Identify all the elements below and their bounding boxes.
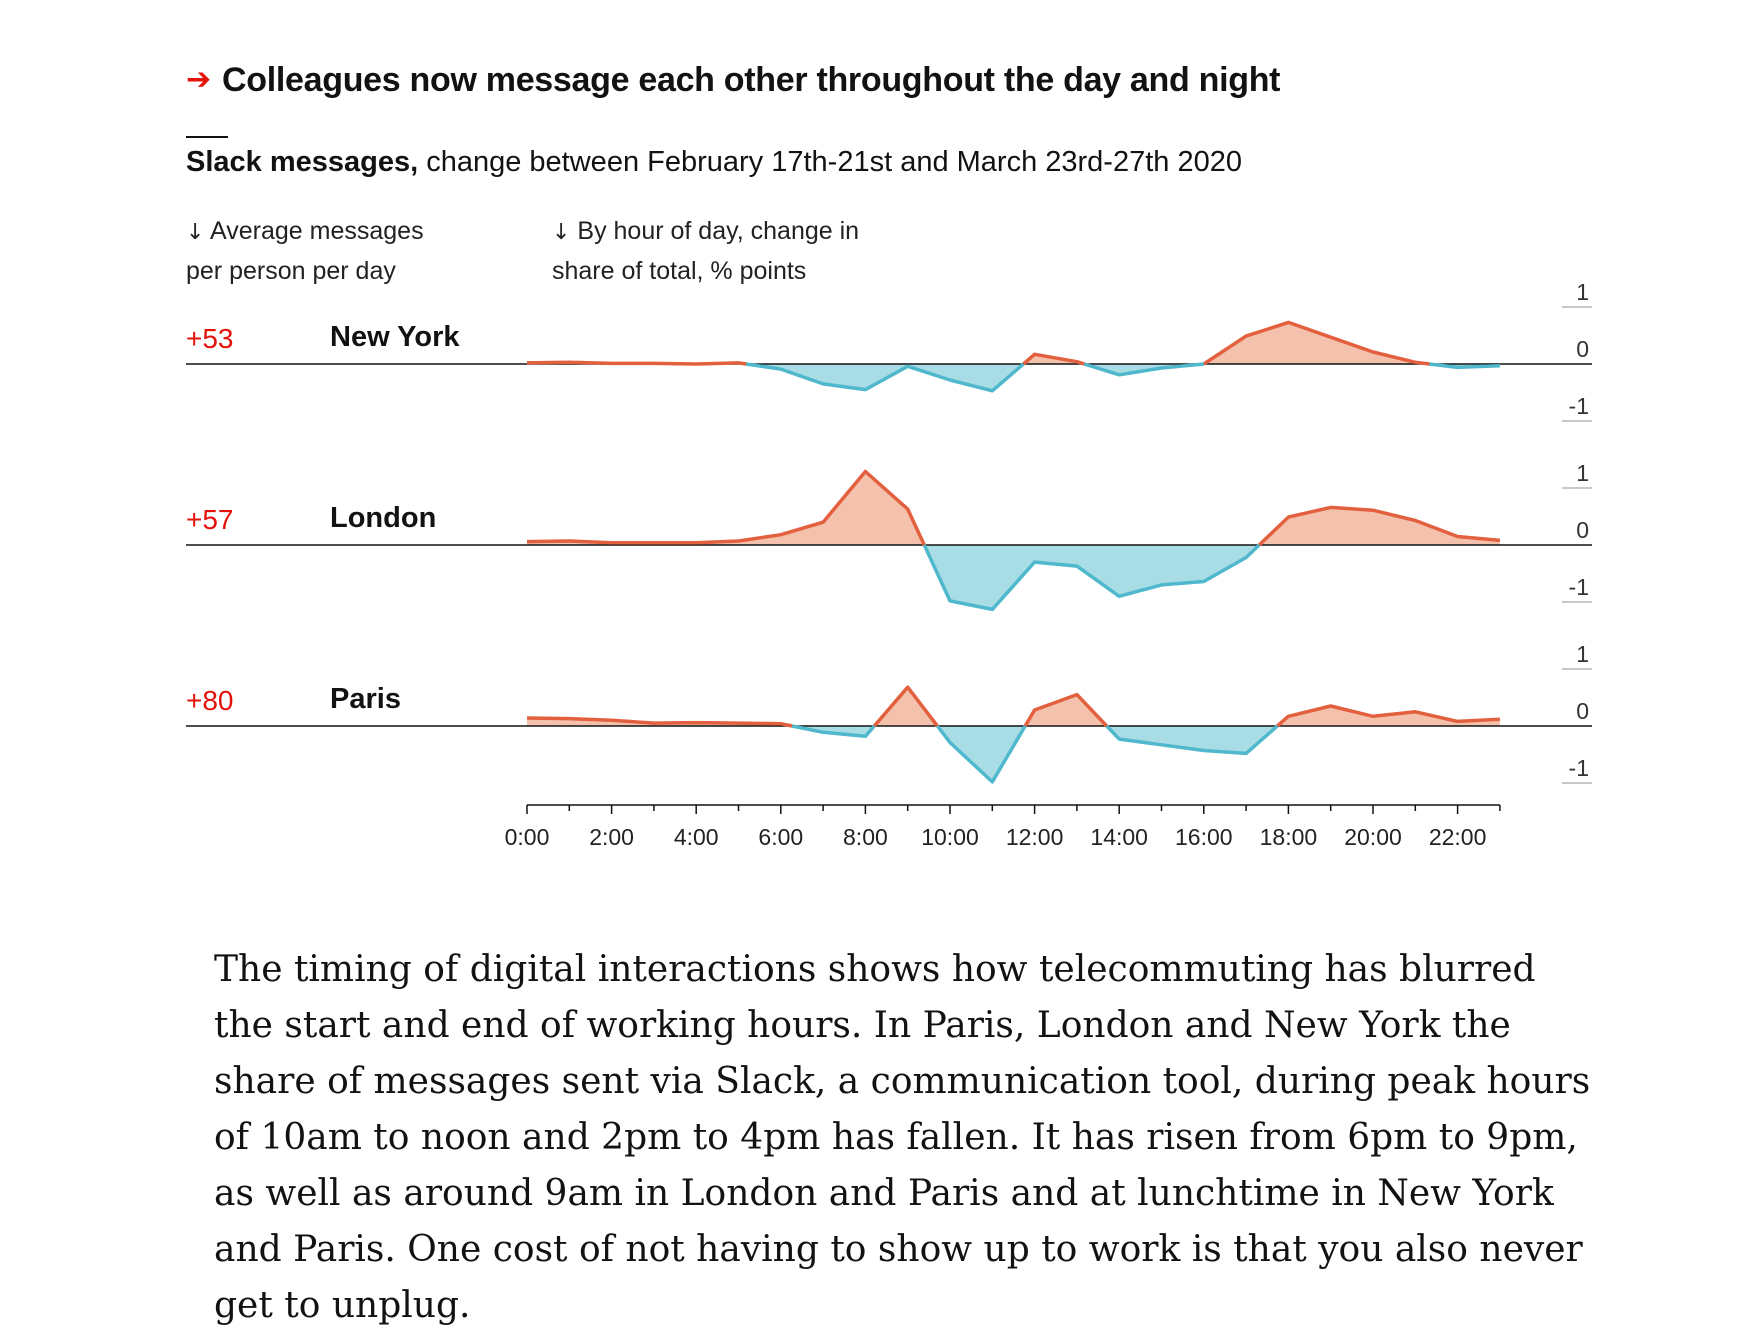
y-tick-label: -1	[1569, 574, 1589, 600]
avg-header-line1: Average messages	[210, 217, 424, 245]
y-tick-label: 1	[1576, 279, 1589, 305]
avg-messages-header: ↓ Average messages per person per day	[186, 212, 486, 290]
positive-line	[1023, 692, 1108, 728]
city-label: New York	[330, 321, 460, 353]
down-arrow-icon: ↓	[186, 220, 205, 245]
positive-line	[526, 360, 747, 366]
x-tick-label: 10:00	[921, 824, 979, 850]
positive-line	[1276, 704, 1500, 728]
positive-line	[526, 469, 926, 546]
x-tick-label: 8:00	[843, 824, 888, 850]
positive-line	[872, 685, 939, 728]
y-tick-label: 1	[1576, 641, 1589, 667]
y-tick-label: -1	[1569, 755, 1589, 781]
positive-area	[874, 687, 938, 726]
negative-line	[791, 724, 876, 739]
x-tick-label: 16:00	[1175, 824, 1233, 850]
y-tick-label: 0	[1576, 698, 1589, 724]
x-tick-label: 14:00	[1090, 824, 1148, 850]
negative-area	[924, 545, 1260, 610]
chart-title: Colleagues now message each other throug…	[222, 61, 1281, 99]
negative-line	[1083, 362, 1204, 377]
avg-change-value: +53	[186, 323, 234, 354]
x-tick-label: 22:00	[1429, 824, 1487, 850]
hour-header-line2: share of total, % points	[552, 257, 807, 285]
negative-line	[922, 543, 1261, 612]
avg-header-line2: per person per day	[186, 257, 396, 285]
city-label: Paris	[330, 683, 401, 715]
negative-line	[1429, 362, 1500, 370]
negative-area	[937, 726, 1026, 782]
x-tick-label: 4:00	[674, 824, 719, 850]
hour-header-line1: By hour of day, change in	[577, 217, 860, 245]
positive-area	[1259, 507, 1500, 545]
x-tick-label: 2:00	[589, 824, 634, 850]
red-arrow-icon: ➔	[186, 62, 212, 97]
negative-line	[936, 724, 1027, 784]
positive-line	[526, 716, 793, 728]
x-tick-label: 20:00	[1344, 824, 1402, 850]
subtitle-bold: Slack messages,	[186, 146, 419, 178]
y-tick-label: -1	[1569, 393, 1589, 419]
title-rule	[186, 136, 228, 138]
x-tick-label: 18:00	[1260, 824, 1318, 850]
negative-line	[745, 362, 1025, 393]
subtitle-rest: change between February 17th-21st and Ma…	[418, 146, 1242, 178]
avg-change-value: +57	[186, 504, 234, 535]
x-tick-label: 6:00	[758, 824, 803, 850]
negative-area	[1106, 726, 1278, 754]
y-tick-label: 1	[1576, 460, 1589, 486]
x-tick-label: 12:00	[1006, 824, 1064, 850]
hourly-change-header: ↓ By hour of day, change in share of tot…	[552, 212, 892, 290]
x-tick-label: 0:00	[505, 824, 550, 850]
positive-line	[1257, 505, 1501, 547]
positive-area	[1025, 694, 1107, 726]
negative-line	[1105, 724, 1279, 756]
city-label: London	[330, 502, 436, 534]
y-tick-label: 0	[1576, 517, 1589, 543]
chart-subtitle: Slack messages, change between February …	[186, 144, 1242, 180]
hourly-change-chart: +53 New York 1 0 -1 +57 London 1 0 -1 +80 Paris 1 0 -1…	[186, 279, 1592, 850]
avg-change-value: +80	[186, 685, 234, 716]
article-paragraph: The timing of digital interactions shows…	[214, 949, 1591, 1326]
positive-line	[1202, 320, 1430, 366]
positive-area	[527, 471, 925, 545]
y-tick-label: 0	[1576, 336, 1589, 362]
positive-line	[1022, 352, 1085, 366]
down-arrow-icon: ↓	[552, 220, 571, 245]
